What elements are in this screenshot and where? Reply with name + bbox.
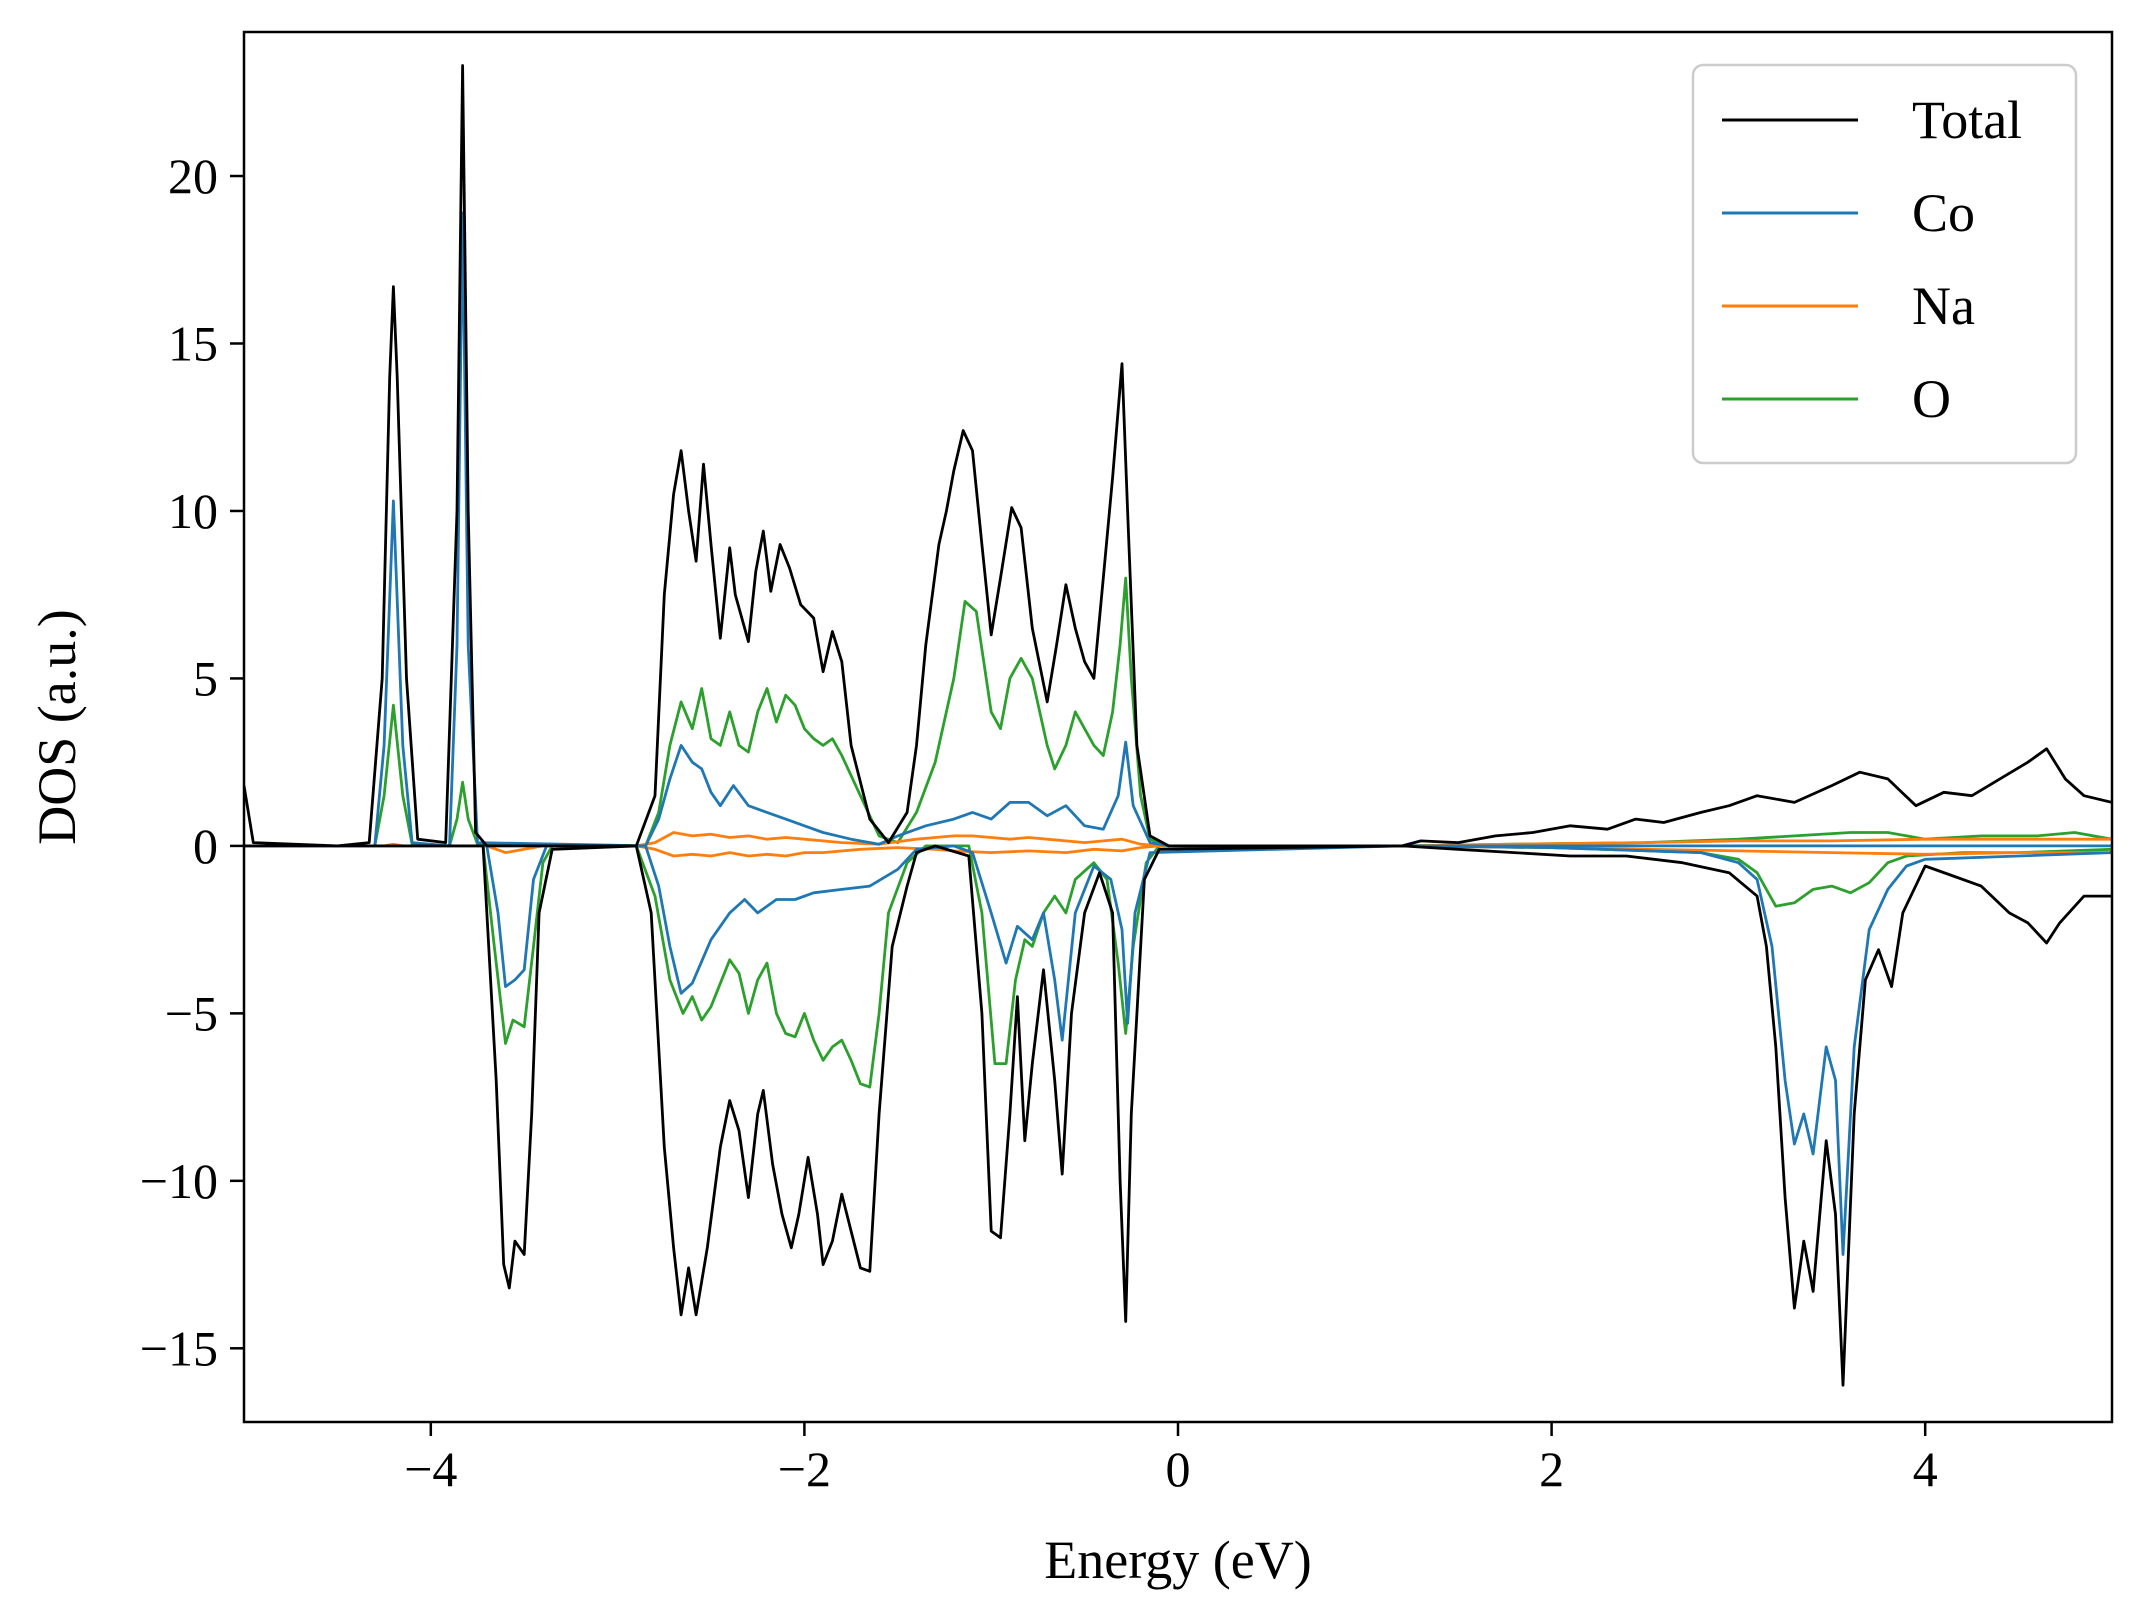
y-tick-label: 0	[193, 818, 218, 874]
legend-label-co: Co	[1912, 183, 1975, 243]
x-axis-label: Energy (eV)	[1044, 1530, 1311, 1590]
y-tick-label: −5	[165, 985, 218, 1041]
plot-frame	[242, 30, 2114, 1424]
ticks-layer: −4 −2 0 2 4 −15 −10 −5 0 5 10 15 20	[140, 148, 1938, 1497]
y-tick-label: 20	[168, 148, 218, 204]
series-co-spin-down	[244, 844, 2112, 1256]
series-total-spin-up	[244, 64, 2112, 848]
x-tick-label: −2	[778, 1441, 831, 1497]
x-tick-label: −4	[404, 1441, 457, 1497]
y-axis-label: DOS (a.u.)	[27, 609, 87, 844]
y-tick-label: −15	[140, 1320, 218, 1376]
legend-label-total: Total	[1912, 90, 2022, 150]
legend-box	[1691, 63, 2078, 465]
y-tick-label: 10	[168, 483, 218, 539]
series-o-spin-down	[244, 844, 2112, 1089]
series-total-spin-down	[244, 844, 2112, 1387]
legend: Total Co Na O	[1691, 63, 2078, 465]
y-tick-label: 15	[168, 315, 218, 371]
series-layer	[244, 64, 2112, 1387]
x-tick-label: 0	[1166, 1441, 1191, 1497]
legend-label-o: O	[1912, 369, 1951, 429]
y-tick-label: −10	[140, 1153, 218, 1209]
x-tick-label: 4	[1913, 1441, 1938, 1497]
legend-label-na: Na	[1912, 276, 1975, 336]
x-tick-label: 2	[1539, 1441, 1564, 1497]
y-tick-label: 5	[193, 650, 218, 706]
series-co-spin-up	[244, 211, 2112, 848]
